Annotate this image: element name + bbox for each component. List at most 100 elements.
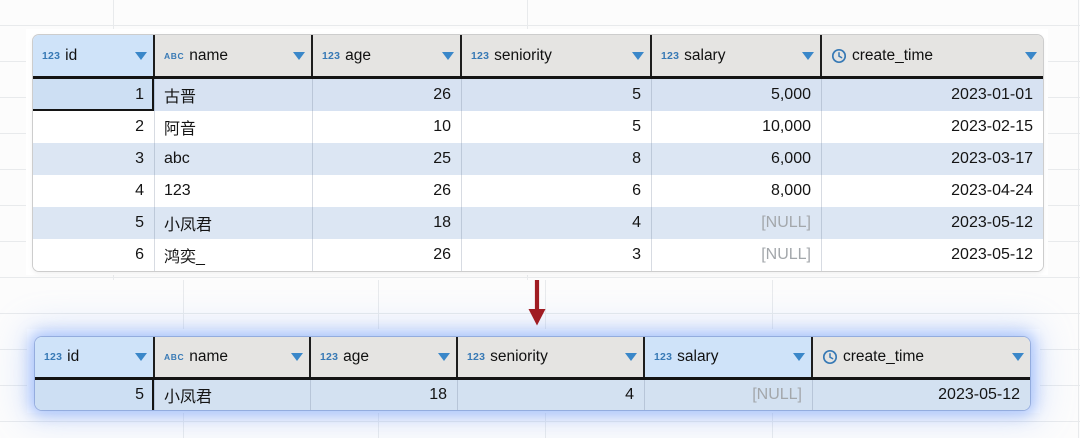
cell-create-time[interactable]: 2023-02-15 [822, 111, 1043, 143]
column-dropdown-icon[interactable] [135, 353, 147, 361]
cell-seniority[interactable]: 4 [462, 207, 652, 239]
cell-age[interactable]: 25 [313, 143, 462, 175]
numeric-type-icon: 123 [320, 351, 339, 363]
column-label: create_time [852, 46, 933, 64]
column-header-name[interactable]: ABC name [155, 337, 311, 377]
column-header-name[interactable]: ABC name [155, 35, 313, 76]
numeric-type-icon: 123 [467, 351, 486, 363]
numeric-type-icon: 123 [471, 49, 490, 62]
column-dropdown-icon[interactable] [625, 353, 637, 361]
column-dropdown-icon[interactable] [802, 51, 814, 60]
cell-name[interactable]: 鸿奕_ [155, 239, 313, 271]
column-header-age[interactable]: 123 age [311, 337, 458, 377]
text-type-icon: ABC [164, 50, 185, 61]
header-row: 123 id ABC name 123 age 123 seniority 12… [35, 337, 1030, 380]
cell-create-time[interactable]: 2023-05-12 [822, 239, 1043, 271]
cell-id[interactable]: 5 [35, 380, 155, 410]
cell-seniority[interactable]: 8 [462, 143, 652, 175]
cell-age[interactable]: 26 [313, 79, 462, 111]
cell-id[interactable]: 6 [33, 239, 155, 271]
cell-salary[interactable]: 10,000 [652, 111, 822, 143]
column-label: age [345, 46, 371, 64]
column-label: salary [684, 46, 726, 64]
cell-salary[interactable]: 5,000 [652, 79, 822, 111]
cell-seniority[interactable]: 3 [462, 239, 652, 271]
column-header-seniority[interactable]: 123 seniority [462, 35, 652, 76]
cell-id[interactable]: 2 [33, 111, 155, 143]
cell-name[interactable]: 古晋 [155, 79, 313, 111]
column-dropdown-icon[interactable] [793, 353, 805, 361]
column-label: id [67, 348, 80, 365]
numeric-type-icon: 123 [42, 49, 61, 62]
cell-name[interactable]: abc [155, 143, 313, 175]
table-row: 5 小凤君 18 4 [NULL] 2023-05-12 [33, 207, 1043, 239]
cell-create-time[interactable]: 2023-01-01 [822, 79, 1043, 111]
column-label: create_time [843, 348, 924, 365]
clock-icon [831, 48, 847, 64]
table-row: 3 abc 25 8 6,000 2023-03-17 [33, 143, 1043, 175]
cell-name[interactable]: 123 [155, 175, 313, 207]
table-row: 5 小凤君 18 4 [NULL] 2023-05-12 [35, 380, 1030, 410]
column-dropdown-icon[interactable] [1025, 51, 1037, 60]
column-dropdown-icon[interactable] [1012, 353, 1024, 361]
column-header-age[interactable]: 123 age [313, 35, 462, 76]
cell-salary[interactable]: [NULL] [645, 380, 813, 410]
clock-icon [822, 349, 838, 365]
numeric-type-icon: 123 [661, 49, 680, 62]
cell-id[interactable]: 5 [33, 207, 155, 239]
cell-id[interactable]: 4 [33, 175, 155, 207]
column-header-create-time[interactable]: create_time [813, 337, 1030, 377]
cell-seniority[interactable]: 5 [462, 79, 652, 111]
column-dropdown-icon[interactable] [291, 353, 303, 361]
column-header-create-time[interactable]: create_time [822, 35, 1043, 76]
grid-line [1078, 0, 1079, 438]
table-row: 2 阿音 10 5 10,000 2023-02-15 [33, 111, 1043, 143]
cell-age[interactable]: 10 [313, 111, 462, 143]
table-row: 1 古晋 26 5 5,000 2023-01-01 [33, 79, 1043, 111]
column-dropdown-icon[interactable] [293, 51, 305, 60]
cell-name[interactable]: 小凤君 [155, 207, 313, 239]
numeric-type-icon: 123 [322, 49, 341, 62]
cell-age[interactable]: 26 [313, 239, 462, 271]
cell-salary[interactable]: 6,000 [652, 143, 822, 175]
down-arrow-icon [526, 279, 548, 332]
column-dropdown-icon[interactable] [438, 353, 450, 361]
cell-name[interactable]: 阿音 [155, 111, 313, 143]
cell-salary[interactable]: 8,000 [652, 175, 822, 207]
grid-line [0, 25, 1080, 26]
cell-id[interactable]: 1 [33, 79, 155, 111]
cell-salary[interactable]: [NULL] [652, 207, 822, 239]
column-label: name [189, 348, 228, 365]
numeric-type-icon: 123 [654, 351, 673, 363]
column-label: name [189, 46, 228, 64]
cell-create-time[interactable]: 2023-04-24 [822, 175, 1043, 207]
column-label: age [343, 348, 369, 365]
result-grid-filtered: 123 id ABC name 123 age 123 seniority 12… [35, 337, 1030, 410]
column-label: id [65, 46, 78, 64]
cell-age[interactable]: 18 [311, 380, 458, 410]
cell-create-time[interactable]: 2023-05-12 [822, 207, 1043, 239]
header-row: 123 id ABC name 123 age 123 seniority 12… [33, 35, 1043, 79]
column-dropdown-icon[interactable] [442, 51, 454, 60]
cell-id[interactable]: 3 [33, 143, 155, 175]
cell-age[interactable]: 18 [313, 207, 462, 239]
column-dropdown-icon[interactable] [632, 51, 644, 60]
cell-seniority[interactable]: 6 [462, 175, 652, 207]
column-header-id[interactable]: 123 id [33, 35, 155, 76]
column-label: seniority [490, 348, 548, 365]
cell-name[interactable]: 小凤君 [155, 380, 311, 410]
cell-age[interactable]: 26 [313, 175, 462, 207]
column-header-salary[interactable]: 123 salary [645, 337, 813, 377]
cell-seniority[interactable]: 4 [458, 380, 645, 410]
grid-line [0, 277, 1080, 278]
cell-salary[interactable]: [NULL] [652, 239, 822, 271]
column-dropdown-icon[interactable] [135, 51, 147, 60]
column-header-id[interactable]: 123 id [35, 337, 155, 377]
cell-create-time[interactable]: 2023-03-17 [822, 143, 1043, 175]
column-header-salary[interactable]: 123 salary [652, 35, 822, 76]
column-header-seniority[interactable]: 123 seniority [458, 337, 645, 377]
cell-create-time[interactable]: 2023-05-12 [813, 380, 1030, 410]
result-grid-source: 123 id ABC name 123 age 123 seniority 12… [33, 35, 1043, 271]
table-row: 4 123 26 6 8,000 2023-04-24 [33, 175, 1043, 207]
cell-seniority[interactable]: 5 [462, 111, 652, 143]
